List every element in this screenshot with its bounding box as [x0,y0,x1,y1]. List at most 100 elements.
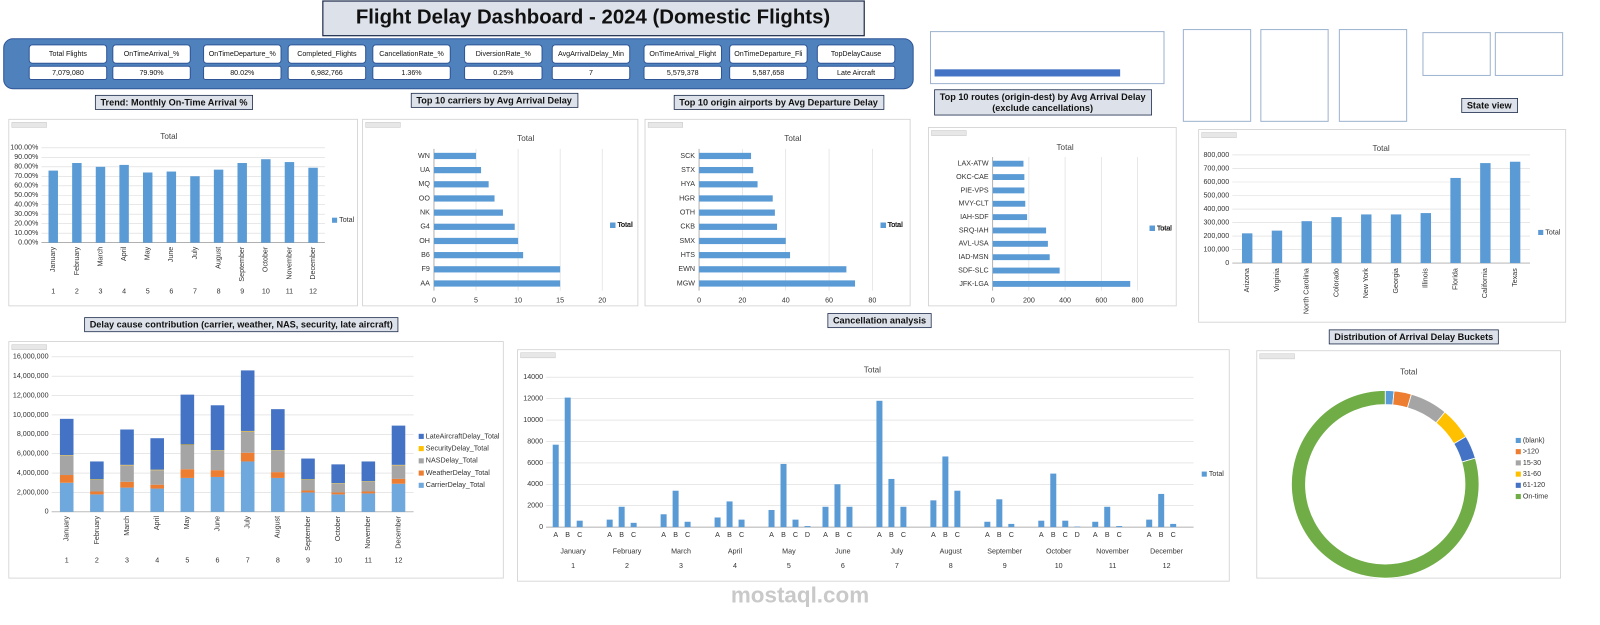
heading-box [84,317,399,333]
bar [1074,526,1081,528]
bar [1420,213,1432,264]
legend-label: Total [1209,470,1224,478]
kpi-label: Completed_Flights [297,50,357,58]
kpi-value: 7 [589,69,593,77]
bar [992,240,1048,247]
legend-label: SecurityDelay_Total [426,445,489,453]
bar [331,494,345,512]
x-tick-label: C [1117,531,1122,539]
legend-label: Total [617,221,632,229]
x-tick-label: Colorado [1332,268,1340,297]
slicer[interactable] [1338,29,1408,122]
chart-title: Total [864,365,881,374]
slicer[interactable] [1260,29,1329,122]
kpi-value: Late Aircraft [837,69,875,77]
bar [699,181,758,188]
bar [984,521,991,528]
bar [738,519,745,528]
bar [90,479,104,492]
bar [150,484,164,489]
x-group-label: 11 [365,557,372,565]
slicer[interactable] [1494,32,1564,76]
x-tick-label: 0 [697,297,701,305]
heading-text: Distribution of Arrival Delay Buckets [1334,332,1493,342]
bar [630,522,637,528]
group-number: 11 [1109,562,1116,570]
x-tick-label: D [1075,531,1080,539]
group-number: 7 [895,562,899,570]
y-tick-label: NK [420,209,430,217]
group-number: 3 [679,562,683,570]
y-tick-label: IAH-SDF [960,213,989,221]
legend-label: Total [617,221,632,229]
x-tick-label: C [631,531,636,539]
legend-label-swatch [418,433,424,439]
bar [240,370,255,431]
x-tick-label: November [364,515,372,548]
legend-label: Total [1157,224,1172,232]
legend-label-swatch [1515,460,1521,466]
watermark: mostaql.com [731,582,869,607]
x-tick-label: Texas [1511,268,1519,287]
x-tick-label: New York [1362,268,1370,299]
x-group-label: 1 [51,287,55,295]
bar [992,160,1024,167]
y-tick-label: HTS [681,251,695,259]
x-tick-label: June [213,516,221,531]
legend-label-swatch [332,217,338,223]
bar [331,464,345,484]
x-tick-label: 20 [738,297,746,305]
x-tick-label: C [577,531,582,539]
bar [433,223,515,230]
slicer[interactable] [1182,29,1252,122]
section-heading: Distribution of Arrival Delay Buckets [1328,329,1499,345]
legend-label: >120 [1523,448,1539,456]
kpi-label-box [28,44,108,64]
legend-label: Total [617,221,632,229]
y-tick-label: SRQ-IAH [959,226,989,234]
y-tick-label: B6 [421,251,430,259]
y-tick-label: 6,000,000 [17,450,49,458]
section-heading: Top 10 routes (origin-dest) by Avg Arriv… [934,89,1153,116]
x-tick-label: D [805,531,810,539]
bar [876,400,883,528]
bar [180,444,195,470]
y-tick-label: 0 [45,508,49,516]
legend-label: Total [888,221,903,229]
x-tick-label: B [1159,531,1164,539]
x-tick-label: March [123,516,131,536]
y-tick-label: 8000 [527,437,543,445]
bar [1509,161,1521,264]
kpi-value-box [816,65,896,81]
kpi-label: Total Flights [49,50,87,58]
x-tick-label: C [793,531,798,539]
group-number: 5 [787,562,791,570]
bar [391,465,406,479]
bar [1450,177,1461,264]
x-group-label: 7 [246,557,250,565]
y-tick-label: OKC-CAE [956,173,989,181]
bar [331,492,345,495]
kpi-label-box [203,44,282,64]
bar [1361,214,1372,264]
kpi-value: 80.02% [230,69,255,77]
x-group-label: 3 [99,287,103,295]
y-tick-label: AA [420,279,430,287]
y-tick-label: 0 [539,523,543,531]
legend-label-swatch [1515,437,1521,444]
dashboard-title: Flight Delay Dashboard - 2024 (Domestic … [356,7,830,29]
bar [95,166,106,243]
y-tick-label: 90.00% [14,153,39,161]
legend-label: Total [617,221,632,229]
legend-label: Total [1157,224,1172,232]
heading-text: Delay cause contribution (carrier, weath… [90,320,393,330]
legend-label: Total [1157,224,1172,232]
slicer[interactable] [1422,32,1491,76]
x-tick-label: C [1171,531,1176,539]
x-tick-label: B [727,531,732,539]
bar [699,152,752,160]
x-tick-label: A [1039,531,1044,539]
group-label: May [782,547,796,555]
y-tick-label: IAD-MSN [959,253,989,261]
